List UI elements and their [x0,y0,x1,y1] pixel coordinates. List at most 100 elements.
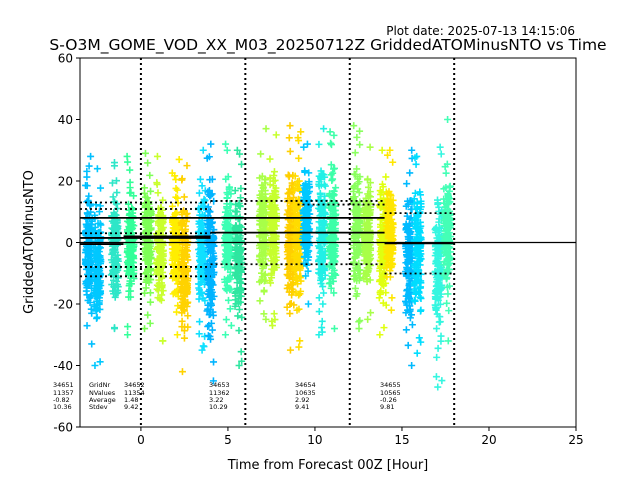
scatter-point [327,139,335,147]
scatter-point [389,220,397,228]
scatter-point [226,206,234,214]
scatter-point [232,288,240,296]
scatter-point [197,254,205,262]
scatter-point [110,325,118,333]
scatter-point [330,289,338,297]
scatter-point [226,183,234,191]
stats-value: 10.29 [209,403,228,411]
scatter-point [437,150,445,158]
stats-row-name: NValues [89,389,116,397]
scatter-point [445,244,453,252]
scatter-point [291,204,299,212]
scatter-point [109,193,117,201]
scatter-point [231,252,239,260]
scatter-point [284,198,292,206]
scatter-point [267,250,275,258]
scatter-point [268,322,276,330]
scatter-point [354,224,362,232]
scatter-point [286,122,294,130]
stats-value: 9.81 [380,403,394,411]
scatter-point [360,256,368,264]
scatter-point [270,310,278,318]
scatter-point [354,185,362,193]
scatter-point [87,152,95,160]
scatter-point [301,168,309,176]
scatter-point [300,210,308,218]
scatter-point [415,267,423,275]
scatter-point [402,202,410,210]
scatter-point [226,250,234,258]
scatter-point [406,248,414,256]
scatter-point [411,189,419,197]
scatter-point [404,264,412,272]
scatter-cluster [194,146,209,354]
scatter-point [296,290,304,298]
scatter-point [235,327,243,335]
scatter-point [433,325,441,333]
scatter-point [434,344,442,352]
scatter-point [125,287,133,295]
y-tick-label: 0 [65,236,73,250]
scatter-point [316,252,324,260]
scatter-point [196,219,204,227]
scatter-point [141,325,149,333]
scatter-point [178,251,186,259]
scatter-point [257,150,265,158]
scatter-point [258,213,266,221]
scatter-point [266,174,274,182]
scatter-point [440,232,448,240]
scatter-point [413,275,421,283]
scatter-point [221,234,229,242]
scatter-point [90,301,98,309]
scatter-point [387,263,395,271]
scatter-point [433,245,441,253]
scatter-point [204,188,212,196]
scatter-point [198,199,206,207]
scatter-point [97,221,105,229]
scatter-point [402,326,410,334]
scatter-point [443,299,451,307]
scatter-point [168,260,176,268]
scatter-point [331,235,339,243]
scatter-point [417,255,425,263]
scatter-point [356,242,364,250]
scatter-point [356,173,364,181]
scatter-point [181,267,189,275]
scatter-point [379,271,387,279]
scatter-point [416,235,424,243]
scatter-point [180,327,188,335]
scatter-point [266,181,274,189]
scatter-point [283,248,291,256]
scatter-point [267,257,275,265]
scatter-point [146,289,154,297]
scatter-point [440,195,448,203]
scatter-point [350,122,358,130]
scatter-point [270,203,278,211]
scatter-point [129,224,137,232]
scatter-point [200,195,208,203]
scatter-point [95,280,103,288]
scatter-point [157,204,165,212]
scatter-point [143,194,151,202]
scatter-point [259,227,267,235]
scatter-point [112,255,120,263]
scatter-point [410,261,418,269]
scatter-point [320,125,328,133]
scatter-point [206,176,214,184]
scatter-point [256,207,264,215]
scatter-point [410,195,418,203]
scatter-point [86,260,94,268]
scatter-point [231,187,239,195]
scatter-point [146,298,154,306]
scatter-point [431,295,439,303]
scatter-point [317,181,325,189]
scatter-cluster [231,146,246,369]
scatter-point [184,284,192,292]
scatter-point [237,184,245,192]
scatter-point [432,305,440,313]
scatter-point [376,288,384,296]
scatter-point [327,284,335,292]
